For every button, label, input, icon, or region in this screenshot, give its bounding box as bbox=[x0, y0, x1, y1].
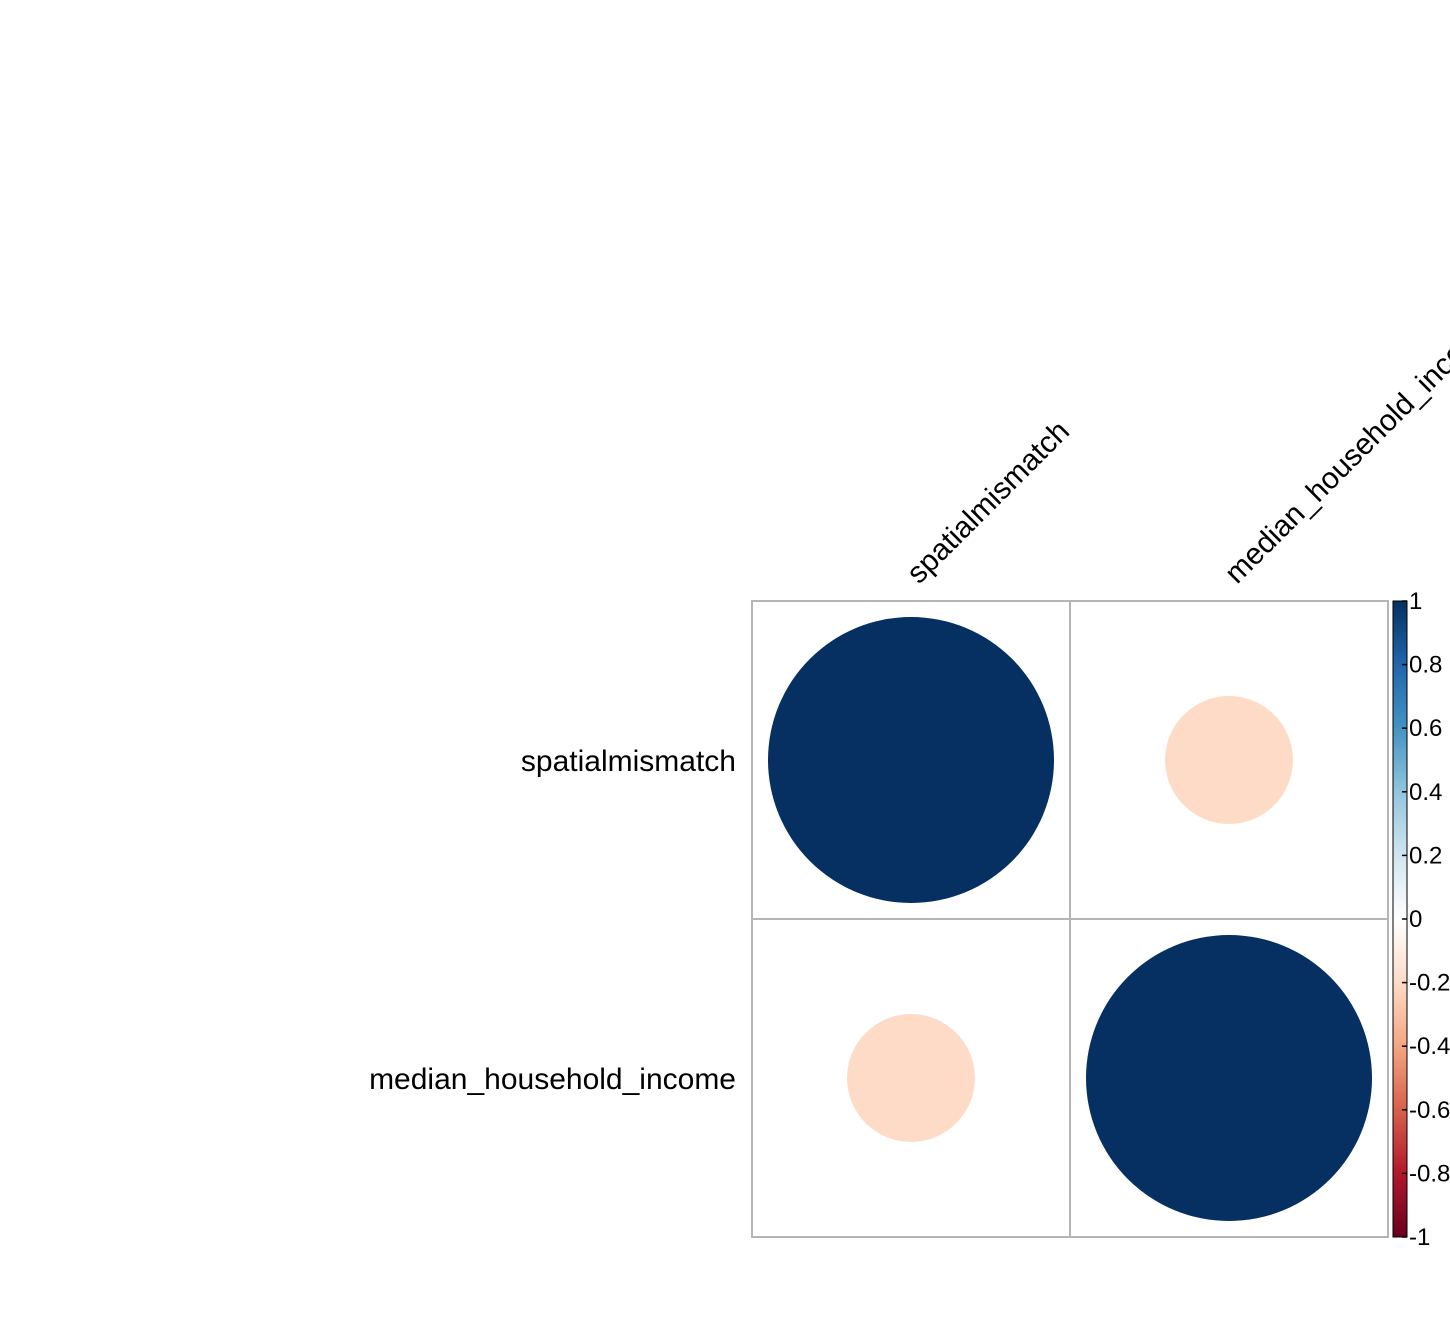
colorbar-tick-label-3: 0.4 bbox=[1409, 779, 1442, 806]
correlation-circle-1-1 bbox=[1086, 935, 1372, 1221]
colorbar-tick-label-10: -1 bbox=[1409, 1224, 1430, 1251]
column-label-0: spatialmismatch bbox=[901, 415, 1076, 590]
row-label-1: median_household_income bbox=[369, 1063, 736, 1096]
row-label-0: spatialmismatch bbox=[521, 745, 736, 778]
colorbar-tick-label-8: -0.6 bbox=[1409, 1097, 1450, 1124]
colorbar-tick-label-4: 0.2 bbox=[1409, 842, 1442, 869]
color-legend: 1 0.8 0.6 0.4 0.2 0 -0.2 -0.4 -0.6 -0.8 -1 bbox=[1392, 588, 1450, 1251]
colorbar-tick-label-2: 0.6 bbox=[1409, 715, 1442, 742]
correlation-circles bbox=[768, 617, 1372, 1221]
colorbar-tick-label-1: 0.8 bbox=[1409, 652, 1442, 679]
row-labels: spatialmismatch median_household_income bbox=[369, 745, 736, 1096]
colorbar-tick-label-7: -0.4 bbox=[1409, 1033, 1450, 1060]
correlation-circle-1-0 bbox=[847, 1014, 975, 1142]
column-labels: spatialmismatch median_household_income bbox=[901, 307, 1450, 590]
column-label-1: median_household_income bbox=[1219, 307, 1450, 590]
colorbar-tick-label-0: 1 bbox=[1409, 588, 1422, 615]
colorbar-tick-label-5: 0 bbox=[1409, 906, 1422, 933]
colorbar-tick-label-6: -0.2 bbox=[1409, 970, 1450, 997]
correlation-circle-0-1 bbox=[1165, 696, 1293, 824]
colorbar-tick-label-9: -0.8 bbox=[1409, 1160, 1450, 1187]
correlation-circle-0-0 bbox=[768, 617, 1054, 903]
